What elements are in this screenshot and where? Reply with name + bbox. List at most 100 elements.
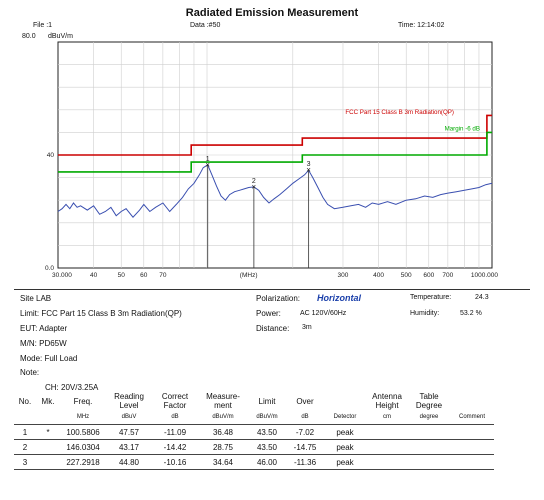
x-tick-label: 30.000 [52,272,72,279]
cell-degree [408,454,450,470]
header-over: Over [296,396,314,406]
cell-factor: -14.42 [152,439,198,455]
unit-cell: dBuV/m [248,410,286,425]
cell-height [366,454,408,470]
cell-no: 2 [14,439,36,455]
x-tick-label: 500 [401,272,412,279]
unit-cell [36,410,60,425]
cell-height [366,424,408,440]
x-tick-label: 1000.000 [471,272,498,279]
unit-cell: MHz [60,410,106,425]
unit-cell: dBuV [106,410,152,425]
x-tick-label: 60 [140,272,148,279]
margin-line [58,131,492,173]
header-measurement: Measure- ment [206,392,240,410]
marker-point: × [252,182,257,191]
cell-mk [36,454,60,470]
cell-height [366,439,408,455]
unit-cell: degree [408,410,450,425]
y-tick-label: 40 [47,152,55,159]
unit-cell: Detector [324,410,366,425]
x-tick-label: 50 [118,272,126,279]
table-units-row: MHz dBuV dB dBuV/m dBuV/m dB Detector cm… [14,410,494,425]
cell-comment [450,439,494,455]
cell-measurement: 36.48 [198,424,248,440]
site-label: Site LAB [20,294,52,303]
channel-label: CH: 20V/3.25A [45,383,99,392]
x-tick-label: 400 [373,272,384,279]
cell-limit: 46.00 [248,454,286,470]
cell-reading: 44.80 [106,454,152,470]
marker-label: 2 [252,178,256,185]
emission-chart: 30.000 40 50 60 70 (MHz) 300 400 500 600 700 1000.0… [45,41,498,279]
cell-freq: 146.0304 [60,439,106,455]
chart-divider [14,289,530,290]
header-comment-blank [450,392,494,410]
cell-measurement: 28.75 [198,439,248,455]
limit-label: Limit: FCC Part 15 Class B 3m Radiation(… [20,309,182,318]
unit-cell: Comment [450,410,494,425]
cell-over: -11.36 [286,454,324,470]
x-tick-label: 300 [338,272,349,279]
distance-value: 3m [302,324,312,331]
emission-trace [57,164,493,218]
temperature-label: Temperature: [410,294,452,301]
power-label: Power: [256,309,281,318]
y-unit-label: dBuV/m [48,33,73,40]
cell-freq: 227.2918 [60,454,106,470]
polarization-value: Horizontal [317,293,361,303]
humidity-value: 53.2 % [460,310,482,317]
marker-point: × [205,160,210,169]
cell-factor: -10.16 [152,454,198,470]
measurement-table: No. Mk. Freq. Reading Level Correct Fact… [14,392,494,470]
cell-reading: 47.57 [106,424,152,440]
cell-comment [450,424,494,440]
x-tick-label: 700 [442,272,453,279]
margin-legend-label: Margin -6 dB [445,126,480,133]
x-tick-label: 70 [159,272,167,279]
cell-over: -14.75 [286,439,324,455]
limit-line [58,114,492,156]
humidity-label: Humidity: [410,310,440,317]
model-label: M/N: PD65W [20,339,67,348]
unit-cell [14,410,36,425]
cell-degree [408,424,450,440]
temperature-value: 24.3 [475,294,489,301]
header-limit: Limit [258,396,276,406]
power-value: AC 120V/60Hz [300,310,347,317]
cell-detector: peak [324,454,366,470]
header-correct-factor: Correct Factor [161,392,189,410]
table-row: 1 * 100.5806 47.57 -11.09 36.48 43.50 -7… [14,424,494,440]
data-label: Data :#50 [190,22,221,29]
cell-detector: peak [324,439,366,455]
table-row: 2 146.0304 43.17 -14.42 28.75 43.50 -14.… [14,439,494,455]
limit-legend-label: FCC Part 15 Class B 3m Radiation(QP) [345,109,454,116]
file-label: File :1 [33,22,53,29]
page-title: Radiated Emission Measurement [185,7,359,19]
unit-cell: cm [366,410,408,425]
unit-cell: dB [286,410,324,425]
cell-mk [36,439,60,455]
table-header-row: No. Mk. Freq. Reading Level Correct Fact… [14,392,494,410]
marker-label: 1 [206,156,210,163]
header-blank [324,392,366,410]
cell-limit: 43.50 [248,439,286,455]
cell-detector: peak [324,424,366,440]
distance-label: Distance: [256,324,290,333]
cell-limit: 43.50 [248,424,286,440]
polarization-label: Polarization: [256,294,301,303]
y-top-label: 80.0 [22,33,36,40]
eut-label: EUT: Adapter [20,324,68,333]
cell-reading: 43.17 [106,439,152,455]
cell-mk: * [36,424,60,440]
header-table-degree: Table Degree [415,392,443,410]
x-tick-label: 40 [90,272,98,279]
header-no: No. [18,396,32,406]
header-freq: Freq. [73,396,93,406]
cell-no: 1 [14,424,36,440]
marker-label: 3 [307,161,311,168]
note-label: Note: [20,368,40,377]
cell-measurement: 34.64 [198,454,248,470]
unit-cell: dBuV/m [198,410,248,425]
cell-over: -7.02 [286,424,324,440]
